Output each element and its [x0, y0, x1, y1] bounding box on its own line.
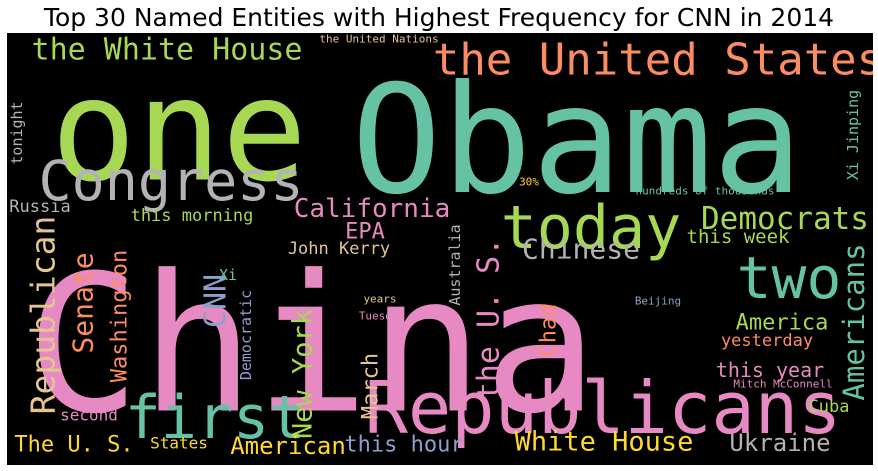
word-xi: Xi [219, 266, 237, 284]
word-washington: Washington [108, 250, 133, 382]
word-years: years [363, 293, 396, 306]
word-obama: Obama [351, 54, 803, 228]
word-cloud: China Obama one Republicans the United State… [7, 33, 873, 465]
word-tonight: tonight [8, 101, 26, 164]
word-xi-jinping: Xi Jinping [844, 90, 862, 180]
word-epa: EPA [345, 220, 385, 245]
word-chad: Chad [537, 304, 562, 357]
word-australia: Australia [446, 224, 464, 305]
word-the-u-s: The U. S. [14, 433, 133, 458]
word-two: two [737, 244, 842, 312]
word-cuba: Cuba [809, 397, 850, 417]
word-ukraine: Ukraine [729, 429, 830, 457]
word-this-morning: this morning [131, 206, 254, 226]
word-john-kerry: John Kerry [288, 239, 390, 259]
word-congress: Congress [39, 149, 304, 213]
word-americans: Americans [837, 243, 871, 400]
word-republican: Republican [24, 216, 63, 415]
cloud-background [7, 33, 873, 465]
word-democrats: Democrats [701, 201, 869, 237]
word-california: California [294, 194, 451, 224]
word-mitch-mcconnell: Mitch McConnell [733, 378, 832, 391]
word-second: second [60, 406, 118, 425]
word-america: America [736, 311, 829, 336]
word-republicans: Republicans [365, 366, 842, 450]
word-first: first [125, 383, 306, 453]
word-american: American [230, 432, 346, 460]
word-senate: Senate [67, 252, 100, 353]
word-march: March [359, 353, 384, 419]
word-china: China [26, 235, 598, 456]
word-beijing: Beijing [635, 295, 681, 308]
word-states: States [150, 434, 208, 453]
word-one: one [51, 49, 307, 214]
word-tuesday: Tuesday [359, 310, 406, 323]
word-the-white-house: the White House [32, 33, 303, 68]
word-cnn: CNN [199, 274, 234, 328]
word-this-hour: this hour [344, 433, 463, 458]
word-white-house: White House [515, 427, 694, 458]
word-russia: Russia [9, 197, 70, 217]
word-democratic: Democratic [237, 290, 255, 380]
word-yesterday: yesterday [721, 331, 813, 351]
word-the-u-s: the U. S. [472, 238, 507, 401]
word-this-week: this week [687, 226, 791, 248]
chart-title: Top 30 Named Entities with Highest Frequ… [43, 3, 835, 32]
word-chinese: Chinese [522, 233, 640, 266]
word-30: 30% [519, 176, 539, 189]
word-the-united-nations: the United Nations [319, 33, 438, 46]
word-the-united-states: the United States [433, 35, 873, 86]
word-new-york: New York [288, 309, 319, 439]
word-this-year: this year [716, 358, 824, 382]
word-today: today [501, 193, 682, 263]
word-hundreds-of-thousands: hundreds of thousands [635, 185, 774, 198]
